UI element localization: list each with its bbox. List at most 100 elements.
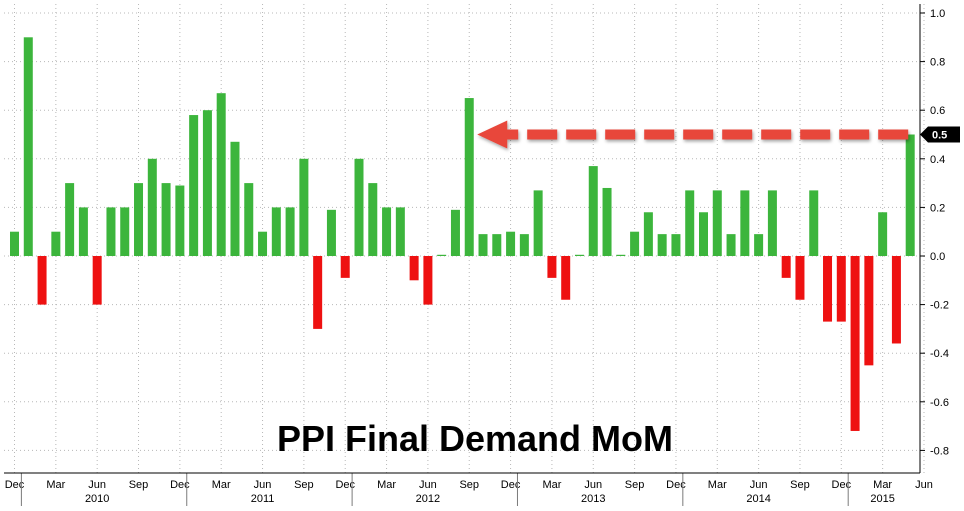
bar-positive	[230, 141, 240, 256]
bar-negative	[823, 256, 833, 322]
y-tick-label: 0.6	[930, 105, 945, 117]
chart-title: PPI Final Demand MoM	[277, 418, 673, 459]
x-year-label: 2010	[85, 493, 109, 505]
bar-negative	[92, 256, 102, 305]
bar-negative	[561, 256, 571, 300]
x-month-label: Dec	[666, 479, 686, 491]
y-tick-label: 0.2	[930, 202, 945, 214]
bar-positive	[878, 212, 888, 256]
bar-positive	[740, 190, 750, 256]
bar-positive	[271, 207, 281, 256]
bar-negative	[423, 256, 433, 305]
bar-negative	[850, 256, 860, 431]
bars	[10, 37, 915, 431]
bar-positive	[657, 234, 667, 256]
x-year-label: 2012	[416, 493, 440, 505]
bar-positive	[106, 207, 116, 256]
bar-positive	[699, 212, 708, 256]
x-month-label: Mar	[212, 479, 231, 491]
bar-positive	[78, 207, 88, 256]
bar-positive	[244, 183, 254, 256]
x-month-label: Mar	[708, 479, 727, 491]
bar-positive	[354, 158, 364, 256]
bar-positive	[161, 183, 171, 256]
x-month-label: Sep	[459, 479, 479, 491]
x-year-label: 2015	[870, 493, 894, 505]
bar-positive	[134, 183, 144, 256]
bar-positive	[519, 234, 529, 256]
bar-positive	[189, 115, 199, 256]
x-month-label: Mar	[873, 479, 892, 491]
bar-positive	[216, 93, 226, 256]
x-month-label: Dec	[501, 479, 521, 491]
axes: 1.0 0.8 0.6 0.4 0.2 0.0 -0.2 -0.4 -0.6 -0.8 Dec Mar…	[4, 4, 960, 506]
bar-positive	[588, 166, 598, 256]
bar-positive	[685, 190, 695, 256]
bar-positive	[23, 37, 33, 256]
bar-positive	[437, 254, 447, 256]
x-month-label: Sep	[625, 479, 645, 491]
bar-negative	[37, 256, 47, 305]
x-month-label: Mar	[46, 479, 65, 491]
bar-positive	[258, 231, 268, 256]
bar-negative	[409, 256, 419, 281]
bar-negative	[547, 256, 557, 278]
bar-negative	[340, 256, 350, 278]
bar-negative	[836, 256, 846, 322]
x-month-label: Jun	[750, 479, 768, 491]
x-month-label: Mar	[377, 479, 396, 491]
bar-positive	[492, 234, 502, 256]
x-month-label: Jun	[584, 479, 602, 491]
bar-positive	[574, 254, 584, 256]
x-month-label: Dec	[832, 479, 852, 491]
bar-positive	[147, 158, 157, 256]
x-month-label: Dec	[335, 479, 355, 491]
bar-positive	[630, 231, 640, 256]
bar-positive	[905, 134, 915, 256]
bar-positive	[65, 183, 75, 256]
bar-positive	[616, 254, 626, 256]
arrow-head	[477, 120, 508, 149]
y-tick-label: 0.8	[930, 57, 945, 69]
bar-positive	[450, 209, 460, 256]
x-month-label: Dec	[5, 479, 25, 491]
bar-positive	[51, 231, 61, 256]
bar-positive	[382, 207, 392, 256]
bar-positive	[478, 234, 488, 256]
x-month-label: Jun	[254, 479, 272, 491]
bar-positive	[506, 231, 516, 256]
y-tick-label: -0.8	[930, 445, 949, 457]
bar-positive	[464, 98, 474, 256]
y-tick-label: 0.4	[930, 154, 945, 166]
y-tick-label: 1.0	[930, 8, 945, 20]
bar-positive	[712, 190, 722, 256]
y-tick-label: -0.6	[930, 397, 949, 409]
bar-positive	[754, 234, 764, 256]
y-tick-label: -0.2	[930, 300, 949, 312]
bar-positive	[368, 183, 378, 256]
bar-positive	[395, 207, 405, 256]
bar-negative	[313, 256, 323, 329]
bar-positive	[326, 209, 336, 256]
bar-positive	[726, 234, 736, 256]
last-value-marker	[920, 126, 960, 143]
x-month-label: Jun	[419, 479, 437, 491]
x-month-label: Mar	[542, 479, 561, 491]
x-year-label: 2013	[581, 493, 605, 505]
bar-positive	[671, 234, 681, 256]
x-month-label: Sep	[129, 479, 149, 491]
bar-positive	[10, 231, 19, 256]
x-year-label: 2011	[251, 493, 275, 505]
y-tick-label: 0.0	[930, 251, 945, 263]
bar-positive	[202, 110, 212, 256]
bar-negative	[781, 256, 791, 278]
bar-positive	[602, 187, 612, 256]
x-month-label: Sep	[294, 479, 314, 491]
bar-positive	[533, 190, 543, 256]
last-value-label: 0.5	[932, 130, 947, 142]
x-month-label: Sep	[790, 479, 810, 491]
bar-negative	[864, 256, 874, 366]
bar-positive	[767, 190, 777, 256]
